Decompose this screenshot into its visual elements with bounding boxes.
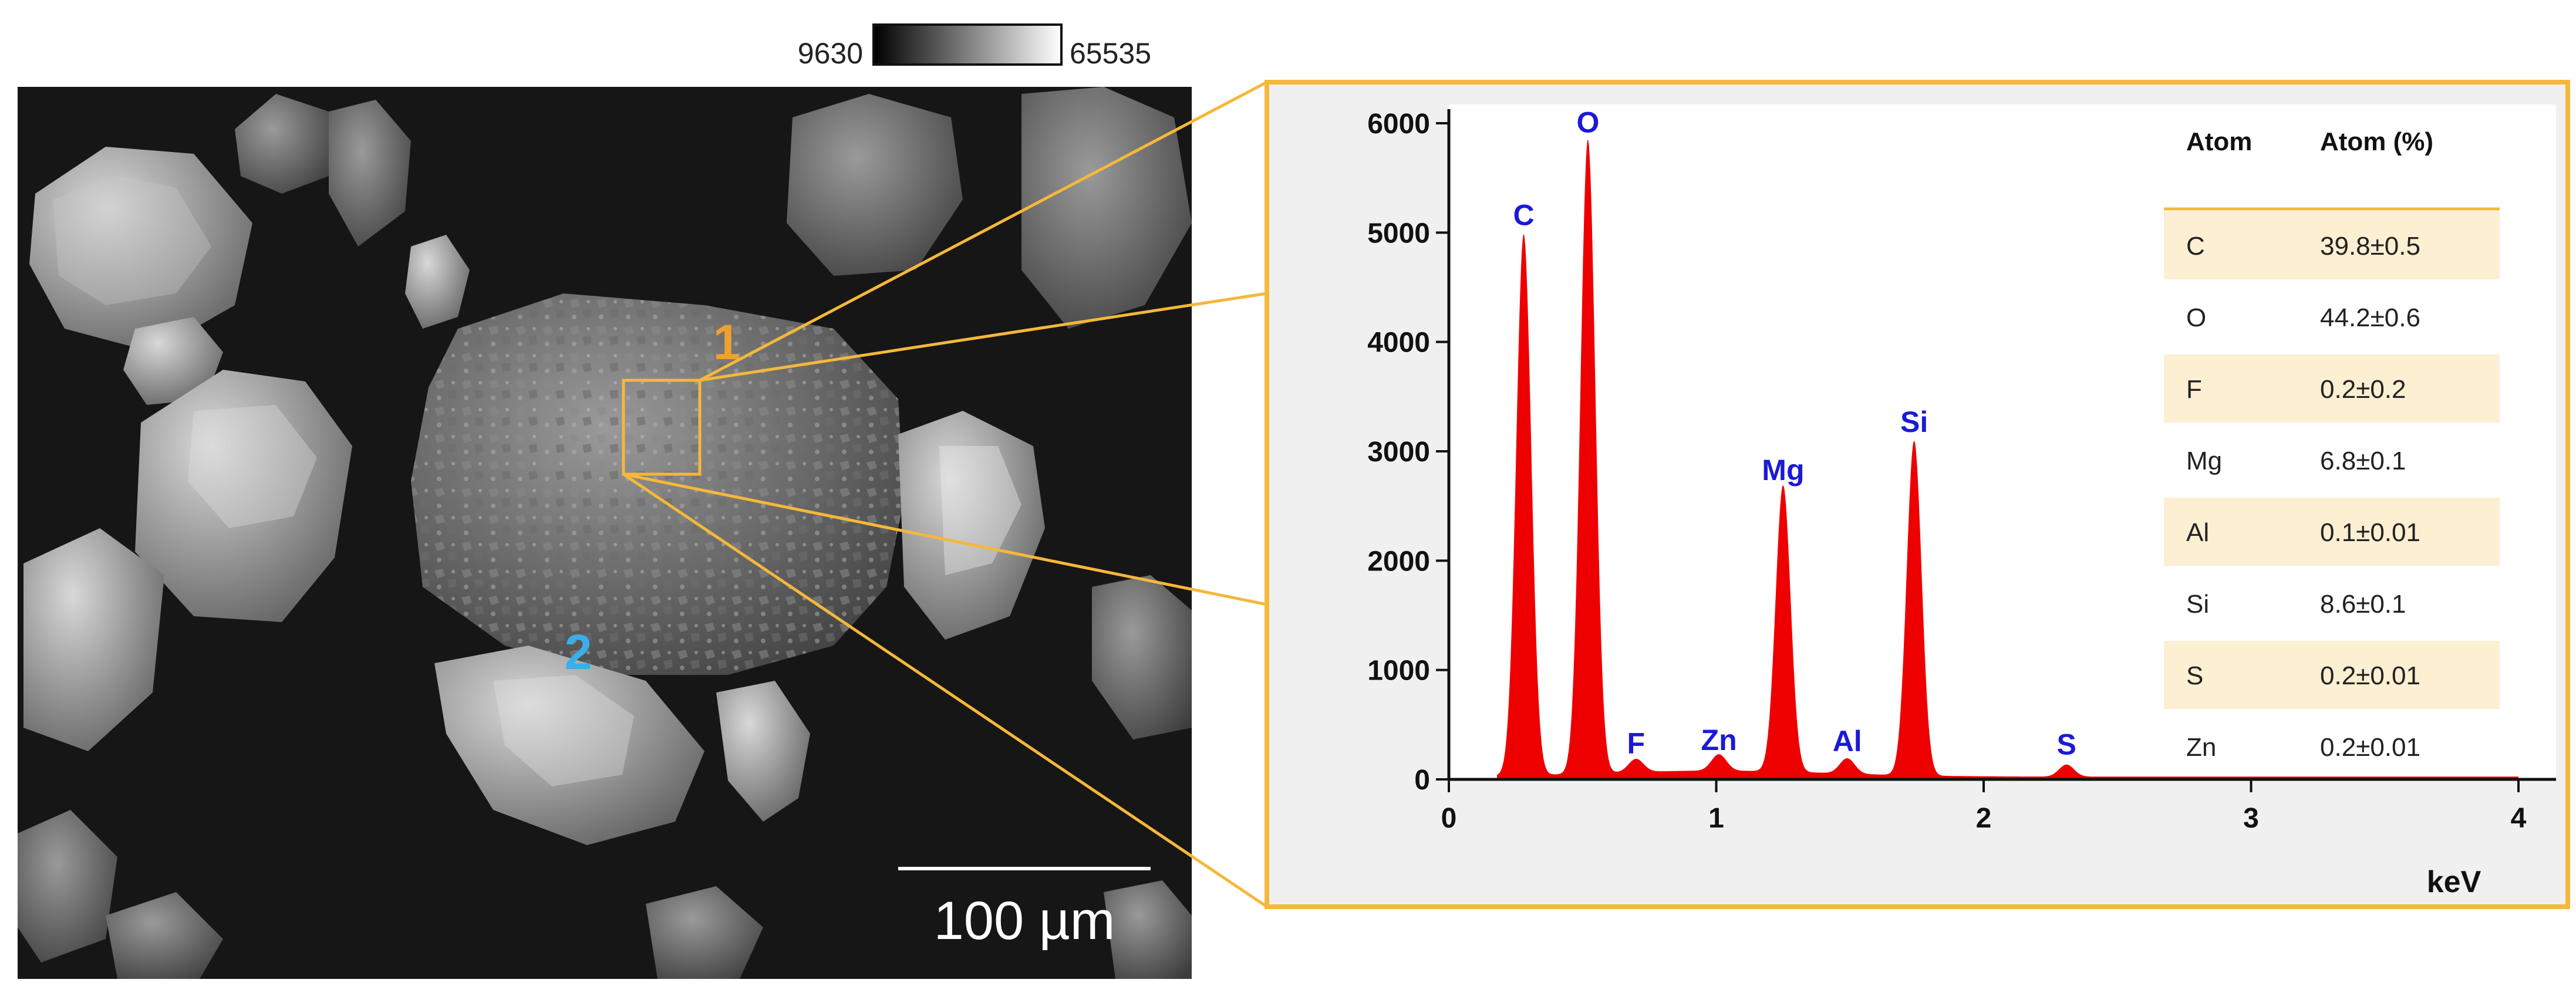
table-header-atom: Atom [2186,127,2252,156]
y-tick-label: 6000 [1367,109,1430,140]
peak-label-si: Si [1900,406,1928,438]
x-tick-label: 4 [2511,803,2527,834]
zoom-connector-lines [622,80,1268,908]
scale-bar-label: 100 µm [934,891,1115,951]
y-tick-label: 5000 [1367,218,1430,249]
table-cell-percent: 0.2±0.01 [2320,661,2420,690]
peak-label-zn: Zn [1701,724,1737,756]
y-tick-label: 3000 [1367,437,1430,468]
table-row-stripe [2164,641,2500,709]
x-axis-label: keV [2427,865,2481,899]
table-cell-percent: 6.8±0.1 [2320,447,2406,475]
y-tick-label: 2000 [1367,546,1430,577]
table-cell-atom: Si [2186,590,2209,619]
table-cell-percent: 0.2±0.2 [2320,375,2406,404]
x-tick-label: 1 [1708,803,1724,834]
spectrum-trace [1497,140,2518,779]
composition-table: Atom Atom (%) C 39.8±0.5 O 44.2±0.6 F 0.2±0.2… [2164,127,2500,762]
table-row-stripe [2164,354,2500,423]
sem-image: 1 2 100 µm [18,87,1192,979]
peak-label-mg: Mg [1762,454,1804,487]
region-label-2: 2 [565,624,592,680]
y-tick-label: 1000 [1367,656,1430,687]
selection-box [622,379,702,476]
y-tick-label: 0 [1414,765,1430,796]
table-cell-percent: 44.2±0.6 [2320,303,2420,332]
peak-labels: C O F Zn Mg Al Si S [1513,106,2076,761]
table-header-percent: Atom (%) [2320,127,2433,156]
table-cell-atom: Al [2186,518,2209,547]
colorbar-max-label: 65535 [1070,37,1151,70]
y-tick-label: 4000 [1367,327,1430,359]
peak-label-c: C [1513,199,1534,232]
table-row-stripe [2164,211,2500,279]
table-cell-atom: C [2186,232,2205,261]
x-tick-label: 0 [1441,803,1457,834]
table-cell-atom: F [2186,375,2202,404]
x-tick-label: 2 [1976,803,1992,834]
table-cell-atom: O [2186,303,2206,332]
eds-panel: C O F Zn Mg Al Si S 0 1000 2000 3000 4000 5000 6000 0 1… [1265,80,2570,909]
x-tick-label: 3 [2243,803,2259,834]
peak-label-f: F [1627,727,1646,760]
table-cell-percent: 39.8±0.5 [2320,232,2420,261]
colorbar-min-label: 9630 [798,37,863,70]
table-cell-percent: 0.1±0.01 [2320,518,2420,547]
table-row-stripe [2164,498,2500,566]
peak-label-s: S [2057,728,2076,761]
peak-label-o: O [1576,106,1599,139]
table-cell-percent: 8.6±0.1 [2320,590,2406,619]
colorbar-gradient [872,23,1063,66]
colorbar: 9630 65535 [798,23,1151,70]
table-cell-atom: Mg [2186,447,2222,475]
table-cell-percent: 0.2±0.01 [2320,733,2420,762]
peak-label-al: Al [1833,725,1862,758]
table-cell-atom: S [2186,661,2203,690]
axes: 0 1000 2000 3000 4000 5000 6000 0 1 2 3 4 [1367,109,2556,834]
table-cell-atom: Zn [2186,733,2216,762]
